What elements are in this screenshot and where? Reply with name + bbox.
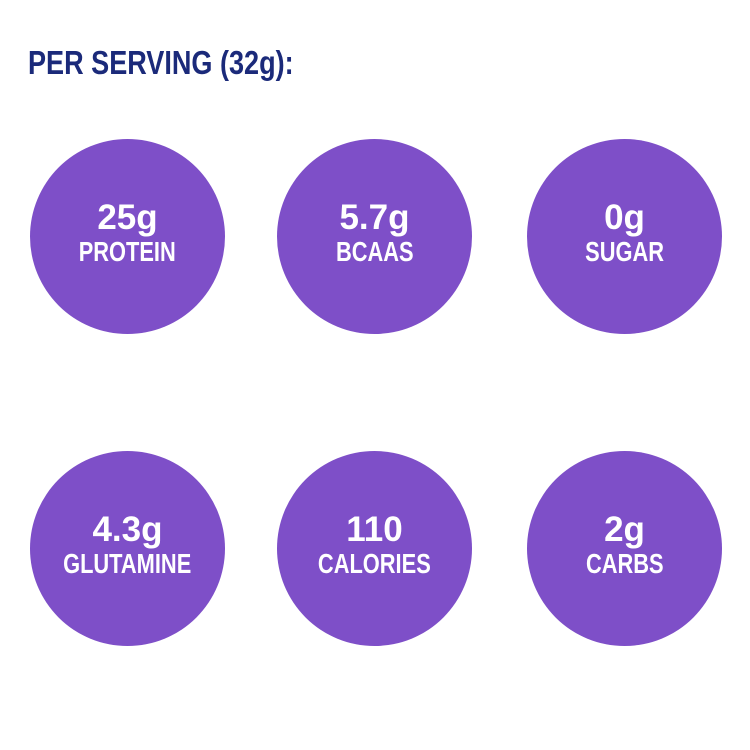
stat-label: PROTEIN xyxy=(78,235,177,267)
serving-heading: PER SERVING (32g): xyxy=(28,44,294,81)
stat-amount: 2g xyxy=(604,509,645,549)
stat-circle-carbs: 2g CARBS xyxy=(527,451,722,646)
stat-amount: 25g xyxy=(97,197,158,237)
stat-label: GLUTAMINE xyxy=(63,547,192,579)
stat-amount: 110 xyxy=(346,509,403,549)
stat-circle-glutamine: 4.3g GLUTAMINE xyxy=(30,451,225,646)
stat-label: CARBS xyxy=(585,547,664,579)
stat-amount: 0g xyxy=(604,197,645,237)
stat-label: BCAAS xyxy=(335,235,414,267)
stat-label: SUGAR xyxy=(585,235,664,267)
stat-amount: 5.7g xyxy=(339,197,410,237)
stat-circle-protein: 25g PROTEIN xyxy=(30,139,225,334)
stat-label: CALORIES xyxy=(318,547,431,579)
stat-circle-calories: 110 CALORIES xyxy=(277,451,472,646)
stat-circle-sugar: 0g SUGAR xyxy=(527,139,722,334)
stat-amount: 4.3g xyxy=(92,509,163,549)
stat-circle-bcaas: 5.7g BCAAS xyxy=(277,139,472,334)
